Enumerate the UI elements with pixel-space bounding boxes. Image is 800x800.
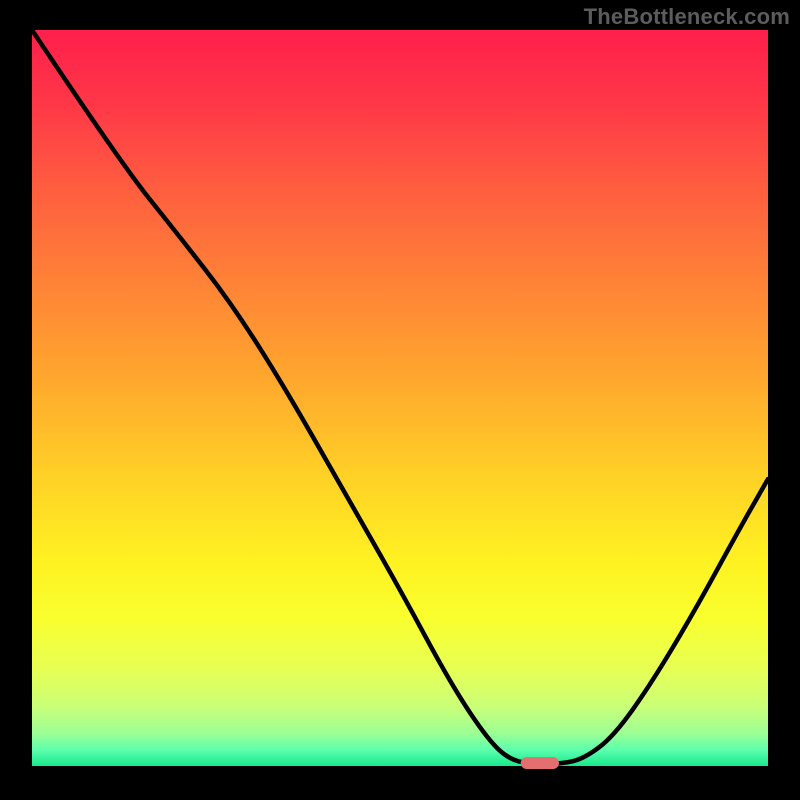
bottleneck-chart: TheBottleneck.com bbox=[0, 0, 800, 800]
watermark-text: TheBottleneck.com bbox=[584, 4, 790, 30]
plot-background bbox=[32, 30, 768, 766]
chart-svg bbox=[0, 0, 800, 800]
optimal-marker bbox=[521, 757, 559, 769]
